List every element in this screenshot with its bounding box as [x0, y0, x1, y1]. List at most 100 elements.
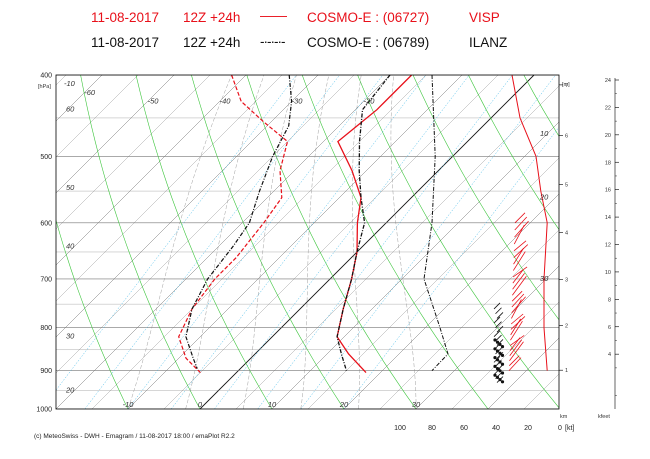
height-tick-label: 2 [565, 323, 568, 329]
height-tick-label: 3 [565, 278, 568, 284]
isotherm-line [487, 337, 559, 409]
height-tick-label: 6 [565, 133, 568, 139]
temperature-profile [336, 75, 391, 371]
isotherm-line [163, 75, 499, 409]
wind-barb [511, 293, 525, 308]
wind-barb [496, 339, 504, 346]
mixing-ratio-label: 20 [539, 193, 549, 202]
kfeet-tick-label: 6 [608, 325, 611, 331]
calm-wind-marker [498, 369, 502, 373]
mixing-ratio-line [257, 75, 513, 409]
title-model: COSMO-E : (06727) [307, 10, 430, 25]
legend-dashdot-line: -·-·-·- [260, 34, 286, 49]
calm-wind-marker [498, 342, 502, 346]
dry-adiabat [301, 75, 489, 409]
kfeet-tick-label: 24 [605, 78, 611, 84]
isotherm-line [56, 75, 139, 158]
x-tick-label: 30 [412, 400, 421, 409]
calm-wind-marker [493, 364, 497, 368]
kfeet-tick-label: 8 [608, 297, 611, 303]
moist-adiabat [351, 75, 362, 409]
wind-barb [512, 276, 527, 296]
calm-wind-marker [493, 356, 497, 360]
moist-adiabat [185, 75, 265, 409]
wind-barb [514, 220, 529, 238]
kfeet-tick-label: 14 [605, 215, 611, 221]
temperature-profile [336, 75, 413, 374]
wind-speed-profile [423, 74, 449, 371]
wind-tick-label: 80 [428, 425, 436, 432]
isotherm-line [235, 85, 559, 409]
x-tick-label: 0 [198, 400, 203, 409]
calm-wind-marker [493, 347, 497, 351]
kfeet-tick-label: 10 [605, 270, 611, 276]
wind-tick-label: 20 [524, 425, 532, 432]
isotherm-label: -50 [148, 96, 160, 105]
adiabat-label: 50 [66, 183, 75, 192]
y-tick-label: 700 [40, 276, 52, 283]
isotherm-line [307, 157, 559, 409]
wind-tick-label: 0 [558, 425, 562, 432]
dry-adiabat [246, 75, 417, 409]
wind-barb [512, 273, 525, 290]
y-tick-label: 500 [40, 154, 52, 161]
calm-wind-marker [495, 358, 500, 362]
wind-barb [510, 320, 523, 341]
title-date: 11-08-2017 [91, 35, 160, 50]
moist-adiabat [390, 75, 417, 409]
isotherm-line [127, 75, 463, 409]
mixing-ratio-line [214, 75, 470, 409]
dry-adiabat [412, 75, 559, 321]
wind-barb [512, 251, 526, 271]
isotherm-label: -20 [364, 96, 376, 105]
wind-barb [510, 313, 524, 325]
isotherm-line [271, 121, 559, 409]
kfeet-tick-label: 22 [605, 105, 611, 111]
kfeet-tick-label: 12 [605, 243, 611, 249]
isotherm-label: -10 [64, 79, 76, 88]
wind-barb [496, 351, 504, 359]
plot-frame [55, 74, 560, 410]
wind-barb [508, 357, 522, 371]
y-tick-label: 900 [40, 368, 52, 375]
wind-barb [514, 212, 526, 224]
wind-barb [510, 318, 522, 336]
isotherm-line [343, 193, 559, 409]
wind-barb [495, 307, 502, 315]
dewpoint-profile [185, 75, 293, 369]
calm-wind-marker [495, 349, 500, 353]
dry-adiabat [635, 75, 650, 409]
isotherm-line [632, 75, 650, 409]
mixing-ratio-line [300, 75, 556, 409]
wind-barb [509, 335, 525, 346]
dry-adiabat [579, 75, 650, 409]
calm-wind-marker [495, 340, 500, 344]
adiabat-label: 60 [66, 105, 75, 114]
isotherm-line [523, 373, 559, 409]
dry-adiabat [191, 75, 345, 409]
moist-adiabat [300, 75, 329, 409]
dry-adiabat [56, 219, 129, 409]
dry-adiabat [56, 408, 57, 409]
wind-tick-label: 60 [460, 425, 468, 432]
isotherm-line [0, 75, 30, 409]
height-axis-label: [m] [562, 82, 570, 88]
kfeet-unit-label: kfeet [598, 414, 610, 420]
height-tick-label: 4 [565, 230, 568, 236]
height-tick-label: 1 [565, 368, 568, 374]
wind-tick-label: 100 [394, 425, 406, 432]
isotherm-line [415, 265, 559, 409]
title-run: 12Z +24h [183, 35, 241, 50]
wind-barb [496, 325, 504, 333]
isotherm-line [56, 75, 247, 266]
wind-speed-profile [511, 74, 548, 371]
wind-barb [509, 339, 523, 356]
mixing-ratio-label: 10 [540, 129, 549, 138]
calm-wind-marker [498, 360, 502, 364]
height-tick-label: 5 [565, 182, 568, 188]
wind-barb [512, 269, 524, 284]
calm-wind-marker [500, 362, 505, 366]
calm-wind-marker [500, 371, 505, 375]
x-tick-label: 10 [268, 400, 277, 409]
y-tick-label: 400 [40, 73, 52, 80]
